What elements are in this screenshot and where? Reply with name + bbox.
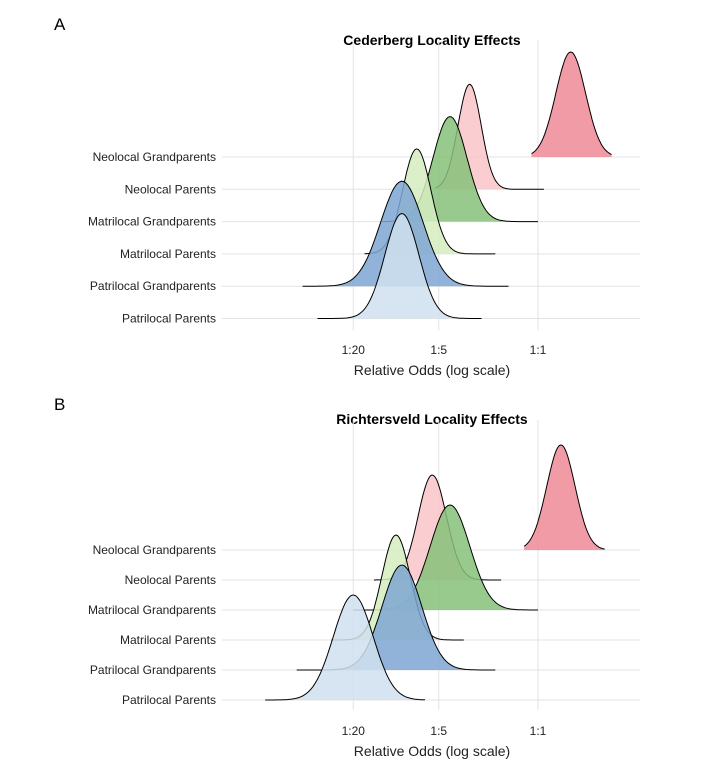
density-outline — [531, 51, 612, 156]
density-ridge — [353, 505, 538, 610]
chart-title: Richtersveld Locality Effects — [336, 411, 528, 427]
x-tick-label: 1:20 — [342, 343, 366, 357]
density-ridge — [531, 52, 612, 157]
density-outline — [317, 213, 482, 319]
y-category-label: Matrilocal Parents — [120, 247, 216, 261]
y-category-label: Patrilocal Grandparents — [90, 663, 216, 677]
x-axis-title: Relative Odds (log scale) — [354, 362, 510, 378]
density-ridge — [382, 116, 538, 222]
density-ridge — [317, 213, 482, 319]
panel-letter: A — [54, 15, 66, 34]
y-category-label: Matrilocal Parents — [120, 633, 216, 647]
x-tick-label: 1:1 — [530, 343, 547, 357]
density-ridge — [524, 445, 605, 550]
panel-b: B Richtersveld Locality Effects Neolocal… — [54, 395, 640, 759]
y-category-label: Neolocal Parents — [125, 573, 216, 587]
y-category-label: Patrilocal Parents — [122, 693, 216, 707]
x-tick-label: 1:5 — [430, 343, 447, 357]
y-category-label: Patrilocal Parents — [122, 312, 216, 326]
x-axis-title: Relative Odds (log scale) — [354, 743, 510, 759]
panel-letter: B — [54, 395, 65, 414]
density-ridge — [265, 595, 425, 700]
y-category-label: Matrilocal Grandparents — [88, 603, 216, 617]
density-outline — [523, 444, 605, 550]
y-category-label: Patrilocal Grandparents — [90, 279, 216, 293]
y-category-label: Matrilocal Grandparents — [88, 215, 216, 229]
y-category-label: Neolocal Grandparents — [93, 543, 216, 557]
y-category-label: Neolocal Parents — [125, 182, 216, 196]
y-category-label: Neolocal Grandparents — [93, 150, 216, 164]
density-outline — [265, 594, 425, 701]
panel-a: A Cederberg Locality Effects Neolocal Gr… — [54, 15, 640, 378]
density-outline — [302, 180, 509, 287]
x-tick-label: 1:1 — [530, 724, 547, 738]
x-tick-label: 1:20 — [342, 724, 366, 738]
chart-title: Cederberg Locality Effects — [343, 32, 521, 48]
density-ridge — [296, 565, 496, 670]
x-tick-label: 1:5 — [430, 724, 447, 738]
